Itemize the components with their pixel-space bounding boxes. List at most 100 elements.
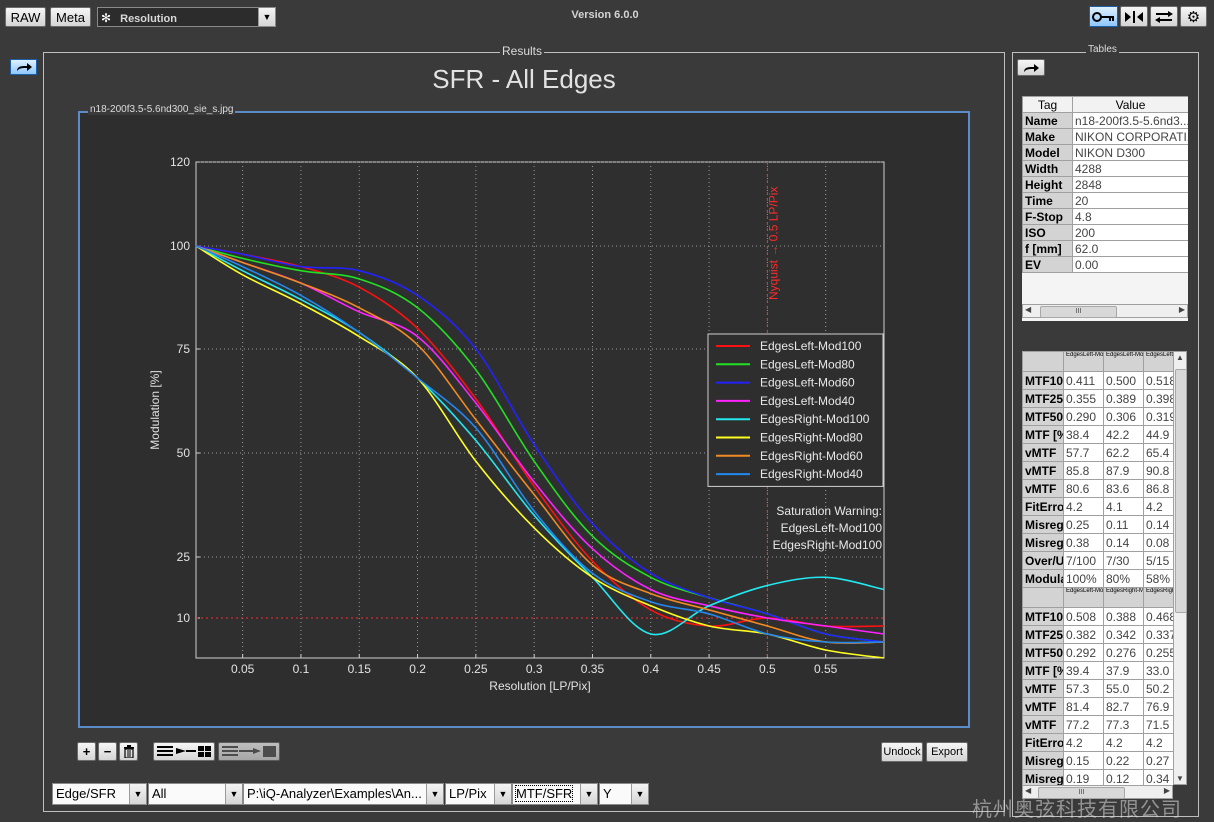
trash-icon[interactable] [119, 742, 138, 761]
tag-cell: ISO [1022, 224, 1073, 241]
value-cell: 0.08 [1143, 533, 1173, 552]
layout-grid-icon[interactable] [153, 742, 215, 761]
unit-select[interactable]: LP/Pix ▼ [445, 783, 512, 805]
x-tick-label: 0.05 [231, 662, 255, 676]
value-cell: 50.2 [1143, 679, 1173, 698]
table-row: Misreg 0.38 0.14 0.08 [1022, 533, 1173, 552]
dock-arrow-icon[interactable] [10, 59, 37, 75]
legend-entry: EdgesLeft-Mod60 [760, 376, 855, 390]
value-cell: 58% [1143, 569, 1173, 588]
column-header: EdgesRight-Mod100 [1103, 587, 1144, 608]
key-icon[interactable] [1089, 6, 1118, 27]
edges-select[interactable]: All ▼ [148, 783, 243, 805]
legend-entry: EdgesRight-Mod40 [760, 467, 863, 481]
module-select[interactable]: ✻ Resolution ▼ [97, 7, 276, 27]
value-cell: 81.4 [1063, 697, 1104, 716]
metric-cell: vMTF [1022, 679, 1064, 698]
y-tick-label: 75 [177, 342, 191, 356]
value-cell: 85.8 [1063, 461, 1104, 480]
value-cell: 0.14 [1103, 533, 1144, 552]
value-cell: 4288 [1072, 160, 1188, 177]
edges-select-label: All [152, 786, 167, 801]
table-row: FitErro 4.2 4.2 4.2 [1022, 733, 1173, 752]
metric-cell: Misreg [1022, 769, 1064, 785]
value-cell: 0.00 [1072, 256, 1188, 273]
value-cell: 62.0 [1072, 240, 1188, 257]
analysis-select[interactable]: Edge/SFR ▼ [52, 783, 147, 805]
value-cell: 62.2 [1103, 443, 1144, 462]
value-cell: NIKON CORPORATI... [1072, 128, 1188, 145]
value-cell: 0.500 [1103, 371, 1144, 390]
x-tick-label: 0.15 [348, 662, 372, 676]
undock-button[interactable]: Undock [881, 742, 923, 762]
table-row: vMTF 81.4 82.7 76.9 [1022, 697, 1173, 716]
table-row: MTF [%]39.437.933.0 [1022, 661, 1173, 680]
value-cell: 0.508 [1063, 607, 1104, 626]
x-tick-label: 0.2 [409, 662, 426, 676]
value-cell: 82.7 [1103, 697, 1144, 716]
value-cell: 0.12 [1103, 769, 1144, 785]
value-cell: 90.8 [1143, 461, 1173, 480]
meta-button[interactable]: Meta [50, 7, 91, 27]
export-button[interactable]: Export [926, 742, 968, 762]
y-tick-label: 10 [177, 611, 191, 625]
scroll-left-icon[interactable]: ◀ [1025, 305, 1032, 314]
axis-select[interactable]: Y ▼ [599, 783, 649, 805]
mirror-icon[interactable] [1120, 6, 1148, 27]
dock-arrow-icon[interactable] [1017, 59, 1045, 76]
value-cell: 0.319 [1143, 407, 1173, 426]
value-cell: 0.290 [1063, 407, 1104, 426]
results-table-hscroll[interactable]: III ◀ ▶ [1022, 785, 1173, 799]
table-header: Value [1072, 96, 1188, 113]
value-cell: 0.292 [1063, 643, 1104, 662]
value-cell: 7/30 [1103, 551, 1144, 570]
scroll-up-icon[interactable]: ▲ [1176, 353, 1184, 362]
metric-cell: MTF [%] [1022, 425, 1064, 444]
results-table-vscroll[interactable]: ▲ ▼ [1173, 351, 1187, 785]
table-row: Misreg 0.15 0.22 0.27 [1022, 751, 1173, 770]
value-cell: 76.9 [1143, 697, 1173, 716]
metric-select[interactable]: MTF/SFR ▼ [512, 783, 598, 805]
meta-table-hscroll[interactable]: III ◀ ▶ [1022, 304, 1188, 318]
table-row: Make NIKON CORPORATI... [1022, 128, 1188, 145]
value-cell: 0.38 [1063, 533, 1104, 552]
saturation-warning: Saturation Warning: [776, 504, 882, 518]
table-row: Over/U 7/100 7/30 5/15 [1022, 551, 1173, 570]
axis-select-label: Y [603, 786, 612, 801]
tag-cell: Time [1022, 192, 1073, 209]
tag-cell: Model [1022, 144, 1073, 161]
table-row: Misreg 0.25 0.11 0.14 [1022, 515, 1173, 534]
x-tick-label: 0.4 [642, 662, 659, 676]
metric-cell: MTF25 [1022, 625, 1064, 644]
x-axis-label: Resolution [LP/Pix] [489, 679, 590, 693]
series-line-edgesleft-mod60 [195, 245, 885, 643]
legend-entry: EdgesRight-Mod80 [760, 431, 863, 445]
table-row: FitErro 4.2 4.1 4.2 [1022, 497, 1173, 516]
scroll-left-icon[interactable]: ◀ [1025, 786, 1032, 795]
value-cell: 83.6 [1103, 479, 1144, 498]
scroll-down-icon[interactable]: ▼ [1176, 774, 1184, 783]
file-name-label: n18-200f3.5-5.6nd300_sie_s.jpg [88, 104, 236, 115]
gear-icon[interactable]: ⚙ [1180, 6, 1207, 27]
value-cell: 87.9 [1103, 461, 1144, 480]
path-select[interactable]: P:\iQ-Analyzer\Examples\An... ▼ [243, 783, 444, 805]
swap-icon[interactable] [1150, 6, 1178, 27]
table-row: Misreg 0.19 0.12 0.34 [1022, 769, 1173, 785]
raw-button[interactable]: RAW [5, 7, 46, 27]
zoom-in-icon[interactable]: + [77, 742, 96, 761]
scroll-right-icon[interactable]: ▶ [1163, 786, 1170, 795]
layout-single-icon[interactable] [218, 742, 280, 761]
results-panel-title: Results [500, 44, 545, 58]
chart-title: SFR - All Edges [432, 64, 616, 94]
zoom-out-icon[interactable]: − [98, 742, 117, 761]
metric-cell: vMTF [1022, 715, 1064, 734]
value-cell: 4.2 [1063, 497, 1104, 516]
table-row: F-Stop 4.8 [1022, 208, 1188, 225]
value-cell: 0.355 [1063, 389, 1104, 408]
value-cell: 200 [1072, 224, 1188, 241]
table-row: Model NIKON D300 [1022, 144, 1188, 161]
x-tick-label: 0.45 [697, 662, 721, 676]
tag-cell: Height [1022, 176, 1073, 193]
scroll-right-icon[interactable]: ▶ [1178, 305, 1185, 314]
value-cell: 4.8 [1072, 208, 1188, 225]
